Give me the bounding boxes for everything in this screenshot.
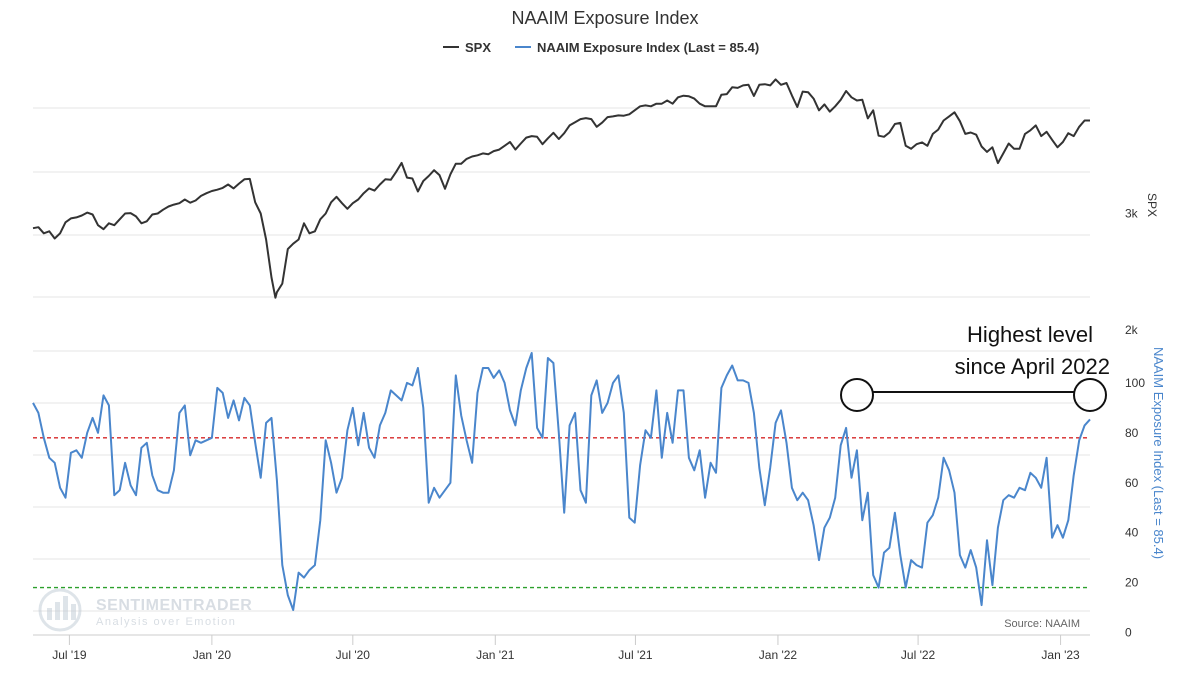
naaim-tick-label: 0: [1125, 626, 1132, 640]
naaim-tick-label: 60: [1125, 476, 1139, 490]
legend-item-naaim[interactable]: NAAIM Exposure Index (Last = 85.4): [515, 40, 759, 55]
series-layer: [32, 78, 1091, 611]
naaim-tick-label: 40: [1125, 526, 1139, 540]
watermark-logo-icon: [38, 588, 82, 632]
chart-title: NAAIM Exposure Index: [511, 8, 698, 28]
naaim-tick-label: 100: [1125, 376, 1145, 390]
x-tick-label: Jul '19: [52, 648, 87, 662]
annotation: Highest level since April 2022: [840, 322, 1110, 412]
spx-tick-label: 3k: [1125, 207, 1139, 221]
gridlines: [33, 107, 1090, 612]
ticks-layer: Jul '19 Jan '20 Jul '20 Jan '21 Jul '21 Jan '…: [52, 207, 1145, 662]
annotation-circle-latest: [1073, 378, 1107, 412]
spx-axis-title: SPX: [1145, 193, 1159, 217]
legend-label-naaim: NAAIM Exposure Index (Last = 85.4): [537, 40, 759, 55]
x-tick-label: Jan '21: [476, 648, 515, 662]
x-tick-label: Jan '20: [193, 648, 232, 662]
x-tick-label: Jul '21: [618, 648, 653, 662]
annotation-line-2: since April 2022: [955, 354, 1110, 379]
x-tick-label: Jan '22: [759, 648, 798, 662]
x-tick-label: Jul '20: [336, 648, 371, 662]
x-tick-label: Jan '23: [1041, 648, 1080, 662]
naaim-tick-label: 80: [1125, 426, 1139, 440]
watermark: SENTIMENTRADER Analysis over Emotion: [38, 588, 252, 632]
watermark-tagline: Analysis over Emotion: [96, 616, 236, 628]
spx-tick-label: 2k: [1125, 323, 1139, 337]
annotation-circle-april-2022: [840, 378, 874, 412]
legend-label-spx: SPX: [465, 40, 491, 55]
source-note: Source: NAAIM: [1004, 618, 1080, 630]
naaim-axis-title: NAAIM Exposure Index (Last = 85.4): [1151, 347, 1166, 559]
reference-lines: [33, 437, 1090, 589]
naaim-series-line[interactable]: [32, 352, 1091, 611]
legend: SPX NAAIM Exposure Index (Last = 85.4): [443, 40, 759, 55]
x-tick-label: Jul '22: [901, 648, 936, 662]
legend-item-spx[interactable]: SPX: [443, 40, 491, 55]
spx-series-line[interactable]: [32, 78, 1090, 299]
naaim-tick-label: 20: [1125, 576, 1139, 590]
watermark-brand: SENTIMENTRADER: [96, 597, 252, 614]
annotation-line-1: Highest level: [967, 322, 1093, 347]
